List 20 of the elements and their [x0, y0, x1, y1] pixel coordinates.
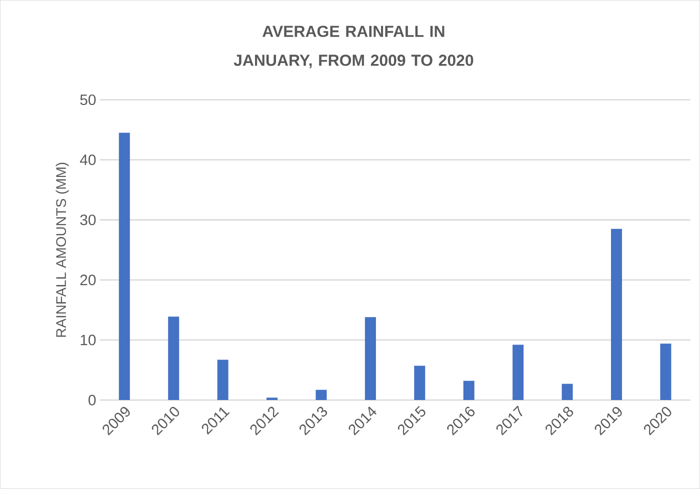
y-axis-title: RAINFALL AMOUNTS (MM) — [56, 162, 69, 337]
bar — [316, 390, 327, 400]
bar — [660, 344, 672, 400]
bar — [364, 317, 376, 400]
y-tick-label: 50 — [80, 94, 96, 106]
bar — [610, 228, 622, 400]
bar — [562, 384, 573, 400]
bar — [266, 398, 278, 400]
bar — [168, 316, 180, 400]
y-tick-label: 0 — [88, 394, 96, 406]
bar — [512, 344, 524, 400]
y-tick-label: 10 — [80, 334, 96, 346]
bar — [118, 132, 130, 400]
chart-title: AVERAGE RAINFALL IN JANUARY, FROM 2009 TO 2020 — [234, 26, 474, 68]
bar — [414, 366, 426, 400]
bar — [463, 380, 474, 400]
y-tick-label: 20 — [80, 274, 96, 286]
y-tick-label: 30 — [80, 214, 96, 226]
bar — [217, 360, 228, 400]
y-tick-label: 40 — [80, 154, 96, 166]
